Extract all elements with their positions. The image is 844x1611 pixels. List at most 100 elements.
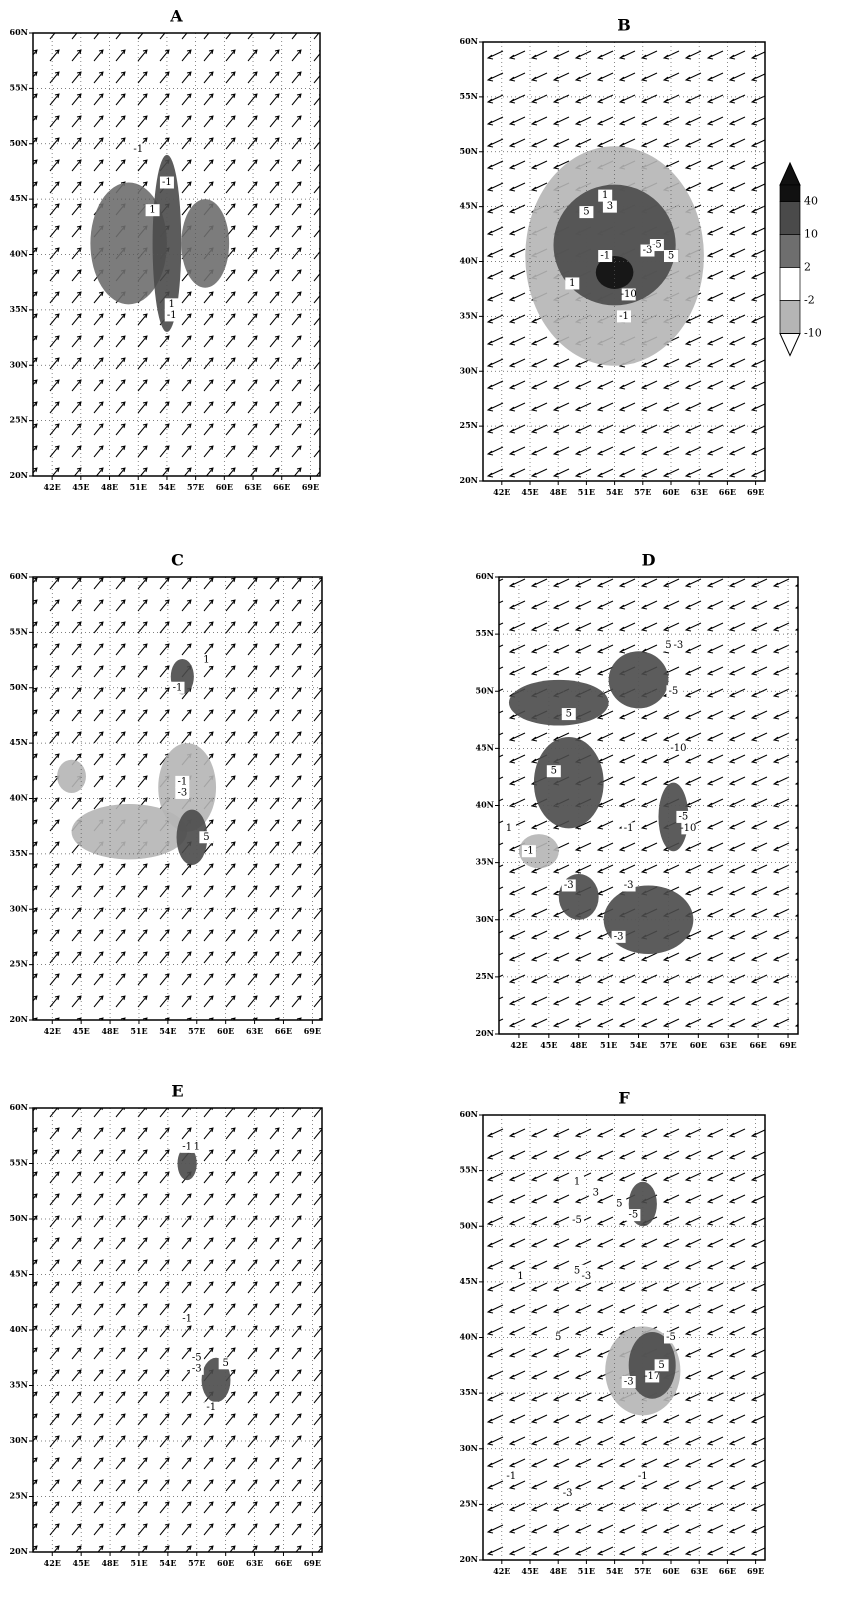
x-tick-label: 51E: [578, 487, 595, 497]
x-tick-label: 69E: [304, 1558, 321, 1568]
x-tick-label: 69E: [302, 482, 319, 492]
colorbar-segment: [779, 201, 801, 235]
x-tick-label: 45E: [72, 482, 89, 492]
contour-label-bg: [501, 822, 516, 835]
contour-label-bg: [204, 1401, 219, 1414]
contour-label: 1: [194, 1141, 200, 1152]
colorbar-segment: [779, 234, 801, 268]
contour-label: 5: [203, 832, 209, 843]
y-tick-label: 40N: [460, 256, 478, 266]
x-tick-label: 66E: [275, 1558, 292, 1568]
contour-label: -1: [173, 682, 183, 693]
contour-label: -17: [644, 1371, 660, 1382]
x-tick-label: 42E: [44, 1026, 61, 1036]
y-tick-label: 30N: [460, 365, 478, 375]
contour-label: -1: [162, 177, 172, 188]
y-tick-label: 35N: [10, 1380, 28, 1390]
contour-label-bg: [654, 1359, 669, 1372]
contour-label-bg: [164, 298, 179, 311]
x-tick-label: 45E: [540, 1040, 557, 1050]
contour-label: -3: [177, 787, 187, 798]
shaded-area: [595, 256, 634, 289]
contour-label: -5: [192, 1352, 202, 1363]
y-tick-label: 45N: [10, 193, 28, 203]
y-tick-label: 35N: [10, 848, 28, 858]
y-tick-label: 35N: [10, 304, 28, 314]
shaded-area: [177, 1146, 197, 1181]
contour-label-bg: [635, 1470, 650, 1483]
y-tick-label: 60N: [10, 27, 28, 37]
contour-label-bg: [598, 189, 613, 202]
contour-label-bg: [666, 685, 681, 698]
x-tick-label: 48E: [101, 1558, 118, 1568]
x-tick-label: 60E: [690, 1040, 707, 1050]
contour-label: 1: [203, 655, 209, 666]
contour-label: 5: [222, 1358, 228, 1369]
contour-label-bg: [676, 810, 691, 823]
contour-label-bg: [579, 1270, 594, 1283]
x-tick-label: 42E: [493, 487, 510, 497]
map-frame: [482, 41, 766, 482]
x-tick-label: 51E: [578, 1566, 595, 1576]
panel: E 42E 45E 48E 51E 54E 57E 60E 63E 66E 69E 20N 25N 30N…: [10, 1082, 323, 1568]
contour-label-bg: [621, 288, 636, 301]
y-tick-label: 40N: [10, 249, 28, 259]
shaded-area: [518, 834, 559, 869]
contour-label-bg: [611, 930, 626, 943]
contour-label-bg: [588, 1186, 603, 1199]
contour-label: 1: [569, 278, 575, 289]
x-tick-label: 48E: [101, 1026, 118, 1036]
y-tick-label: 30N: [10, 1435, 28, 1445]
x-tick-label: 57E: [634, 487, 651, 497]
panel-title: F: [618, 1089, 630, 1108]
colorbar-segment: [779, 184, 801, 202]
contour-label-bg: [189, 1362, 204, 1375]
y-tick-label: 45N: [460, 201, 478, 211]
map-frame: [482, 1114, 766, 1561]
y-tick-label: 60N: [476, 571, 494, 581]
x-tick-label: 45E: [73, 1558, 90, 1568]
x-tick-label: 63E: [246, 1026, 263, 1036]
contour-label: 5: [668, 251, 674, 262]
contour-label: -1: [206, 1402, 216, 1413]
y-tick-label: 35N: [460, 310, 478, 320]
x-tick-label: 60E: [217, 1558, 234, 1568]
contour-label-bg: [561, 879, 576, 892]
y-tick-label: 30N: [476, 914, 494, 924]
contour-label: 5: [658, 1360, 664, 1371]
x-tick-label: 54E: [630, 1040, 647, 1050]
y-tick-label: 50N: [10, 682, 28, 692]
contour-label-bg: [579, 206, 594, 219]
contour-label-bg: [560, 1487, 575, 1500]
contour-label-bg: [664, 1331, 678, 1344]
contour-label: -5: [629, 1210, 639, 1221]
x-tick-label: 48E: [550, 1566, 567, 1576]
y-tick-label: 60N: [460, 36, 478, 46]
contour-label: 1: [506, 823, 512, 834]
y-tick-label: 35N: [460, 1387, 478, 1397]
contour-label: -1: [638, 1471, 648, 1482]
x-tick-label: 48E: [101, 482, 118, 492]
colorbar-segment: [779, 300, 801, 334]
contour-label-bg: [164, 309, 179, 322]
shaded-area: [533, 736, 604, 829]
contour-label-bg: [199, 831, 214, 844]
shaded-area: [608, 651, 669, 709]
colorbar-label: 10: [804, 228, 818, 241]
x-tick-label: 51E: [130, 482, 147, 492]
x-tick-label: 69E: [779, 1040, 796, 1050]
x-tick-label: 54E: [606, 487, 623, 497]
colorbar-label: -2: [804, 294, 815, 307]
x-tick-label: 57E: [188, 1026, 205, 1036]
x-tick-label: 57E: [188, 1558, 205, 1568]
y-tick-label: 40N: [10, 1324, 28, 1334]
contour-label-bg: [145, 204, 160, 217]
y-tick-label: 55N: [460, 91, 478, 101]
contour-label-bg: [640, 244, 655, 257]
panel-title: D: [642, 551, 656, 570]
y-tick-label: 55N: [10, 1158, 28, 1168]
colorbar-extend: [779, 333, 801, 357]
contour-label: 5: [551, 766, 557, 777]
x-tick-label: 57E: [634, 1566, 651, 1576]
